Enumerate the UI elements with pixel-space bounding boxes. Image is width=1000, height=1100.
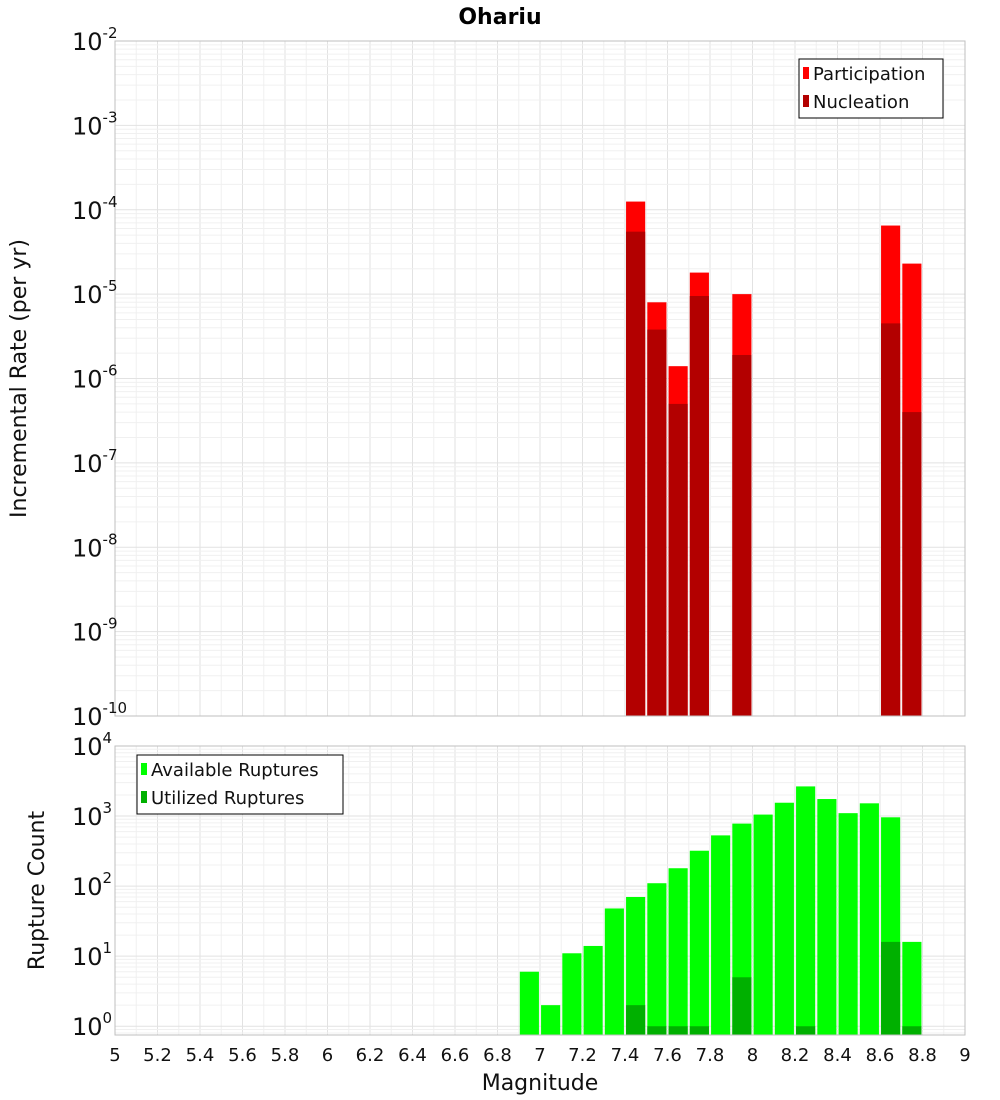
bar bbox=[668, 1026, 688, 1035]
x-tick-label: 7.2 bbox=[568, 1045, 597, 1066]
x-tick-label: 5.2 bbox=[143, 1045, 172, 1066]
bar bbox=[796, 1026, 816, 1035]
legend-entry: Participation bbox=[813, 64, 925, 85]
y-tick-label: 10-3 bbox=[72, 108, 118, 140]
rupture-count-panel: 100 101 102 103 104 5 5.2 5.4 5.6 5.8 6 6.2 6.4 6.6 6.… bbox=[25, 729, 971, 1096]
x-tick-label: 5.6 bbox=[228, 1045, 257, 1066]
x-tick-label: 6.4 bbox=[398, 1045, 427, 1066]
x-tick-label: 8.8 bbox=[908, 1045, 937, 1066]
bar bbox=[753, 814, 773, 1035]
x-tick-label: 5.4 bbox=[186, 1045, 215, 1066]
y-tick-label: 10-8 bbox=[72, 530, 118, 562]
x-tick-label: 7.6 bbox=[653, 1045, 682, 1066]
legend-swatch bbox=[803, 67, 809, 79]
bar bbox=[647, 1026, 667, 1035]
x-tick-labels: 5 5.2 5.4 5.6 5.8 6 6.2 6.4 6.6 6.8 7 7.2 7.4 7.6 7.8 8… bbox=[109, 1045, 970, 1066]
bar bbox=[881, 941, 901, 1035]
x-tick-label: 7.8 bbox=[696, 1045, 725, 1066]
series-nucleation bbox=[626, 231, 922, 716]
legend-entry: Available Ruptures bbox=[151, 760, 319, 781]
y-tick-label: 10-4 bbox=[72, 193, 118, 225]
bar bbox=[583, 945, 603, 1035]
y-tick-label: 10-9 bbox=[72, 615, 118, 647]
y-tick-label: 10-7 bbox=[72, 446, 118, 478]
bar bbox=[541, 1005, 561, 1035]
bar bbox=[668, 868, 688, 1035]
bar bbox=[902, 941, 922, 1035]
legend-entry: Utilized Ruptures bbox=[151, 788, 304, 809]
bar bbox=[604, 908, 624, 1035]
x-tick-label: 6.6 bbox=[441, 1045, 470, 1066]
legend: Available Ruptures Utilized Ruptures bbox=[136, 754, 344, 815]
y-axis-label: Rupture Count bbox=[25, 811, 50, 971]
chart-title: Ohariu bbox=[458, 5, 541, 30]
bar bbox=[732, 354, 752, 716]
y-tick-label: 104 bbox=[72, 729, 112, 761]
bar bbox=[626, 1005, 646, 1035]
bar bbox=[796, 786, 816, 1035]
y-tick-label: 10-5 bbox=[72, 277, 118, 309]
bar bbox=[668, 403, 688, 716]
x-tick-label: 8.6 bbox=[866, 1045, 895, 1066]
bar bbox=[689, 850, 709, 1035]
grid-lines bbox=[114, 40, 966, 717]
x-tick-label: 5.8 bbox=[271, 1045, 300, 1066]
y-tick-label: 102 bbox=[72, 869, 112, 901]
legend-box bbox=[798, 58, 944, 119]
plot-frame bbox=[114, 40, 966, 717]
x-tick-label: 6.8 bbox=[483, 1045, 512, 1066]
x-tick-label: 8 bbox=[747, 1045, 758, 1066]
bar bbox=[859, 803, 879, 1035]
x-tick-label: 9 bbox=[959, 1045, 970, 1066]
bar bbox=[817, 799, 837, 1035]
legend-swatch bbox=[141, 791, 147, 803]
x-tick-label: 7 bbox=[534, 1045, 545, 1066]
bar bbox=[626, 896, 646, 1035]
y-tick-labels: 10-10 10-9 10-8 10-7 10-6 10-5 10-4 10-3 10-2 bbox=[72, 24, 127, 731]
rate-panel: 10-10 10-9 10-8 10-7 10-6 10-5 10-4 10-3 10-2 Inc… bbox=[7, 24, 966, 731]
legend: Participation Nucleation bbox=[798, 58, 944, 119]
bar bbox=[626, 231, 646, 716]
y-tick-label: 10-10 bbox=[72, 699, 127, 731]
bar bbox=[562, 953, 582, 1035]
legend-box bbox=[136, 754, 344, 815]
y-tick-label: 10-2 bbox=[72, 24, 118, 56]
x-axis-label: Magnitude bbox=[482, 1071, 599, 1096]
bar bbox=[647, 883, 667, 1035]
x-tick-label: 8.2 bbox=[781, 1045, 810, 1066]
y-tick-label: 101 bbox=[72, 939, 112, 971]
bar bbox=[838, 813, 858, 1035]
legend-entry: Nucleation bbox=[813, 92, 909, 113]
y-tick-labels: 100 101 102 103 104 bbox=[72, 729, 112, 1041]
x-tick-label: 6.2 bbox=[356, 1045, 385, 1066]
y-tick-label: 10-6 bbox=[72, 362, 118, 394]
series-utilized-ruptures bbox=[626, 941, 922, 1035]
y-tick-label: 100 bbox=[72, 1009, 112, 1041]
x-tick-label: 6 bbox=[322, 1045, 333, 1066]
bar bbox=[647, 329, 667, 716]
x-tick-label: 7.4 bbox=[611, 1045, 640, 1066]
bar bbox=[689, 296, 709, 716]
legend-swatch bbox=[803, 95, 809, 107]
legend-swatch bbox=[141, 763, 147, 775]
y-axis-label: Incremental Rate (per yr) bbox=[7, 239, 32, 518]
bar bbox=[732, 977, 752, 1035]
bar bbox=[881, 323, 901, 716]
x-tick-label: 8.4 bbox=[823, 1045, 852, 1066]
bar bbox=[519, 971, 539, 1035]
y-tick-label: 103 bbox=[72, 799, 112, 831]
bar bbox=[902, 412, 922, 716]
bar bbox=[689, 1026, 709, 1035]
bar bbox=[902, 1026, 922, 1035]
x-tick-label: 5 bbox=[109, 1045, 120, 1066]
plot-frame bbox=[114, 745, 966, 1036]
bar bbox=[774, 802, 794, 1035]
bar bbox=[711, 835, 731, 1035]
